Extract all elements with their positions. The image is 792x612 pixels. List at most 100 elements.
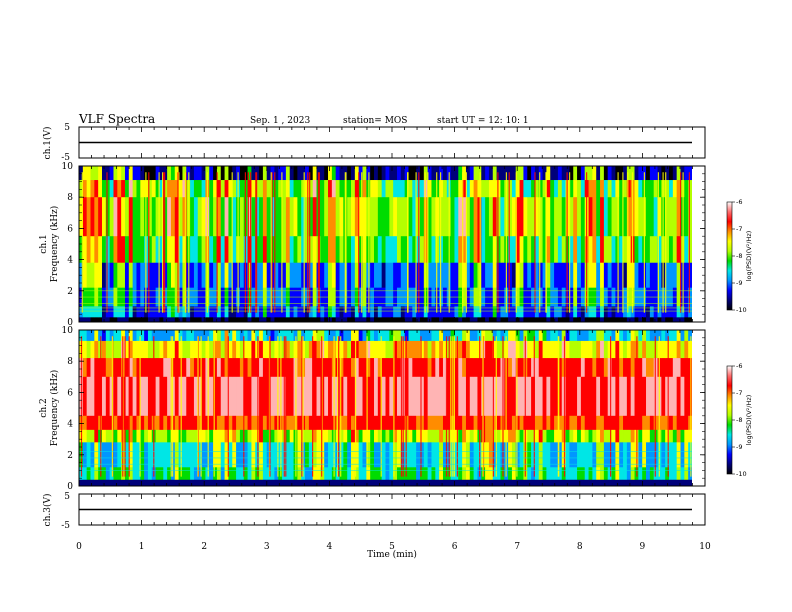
- spectrogram-cell: [669, 442, 674, 468]
- spectrogram-cell: [140, 479, 145, 486]
- spectrogram-cell: [232, 358, 237, 378]
- spectrogram-cell: [324, 330, 329, 342]
- spectrogram-cell: [531, 442, 536, 468]
- spectrogram-cell: [600, 358, 605, 378]
- spectrogram-cell: [201, 442, 206, 468]
- spectrogram-cell: [228, 317, 233, 322]
- spectrogram-cell: [458, 330, 463, 342]
- spectrogram-cell: [174, 429, 180, 443]
- spectrogram-cell: [607, 166, 612, 181]
- spectrogram-cell: [592, 429, 597, 443]
- spectrogram-cell: [573, 340, 578, 359]
- spectrogram-cell: [469, 330, 475, 342]
- spectrogram-cell: [213, 166, 218, 181]
- spectrogram-cell: [377, 236, 383, 264]
- ch3-waveform-ylabel: ch.3(V): [42, 494, 53, 527]
- spectrogram-cell: [358, 317, 363, 322]
- spectrogram-cell: [404, 236, 409, 264]
- spectrogram-cell: [351, 180, 356, 198]
- spectrogram-cell: [109, 467, 114, 481]
- spectrogram-cell: [339, 330, 344, 342]
- spectrogram-cell: [431, 479, 436, 486]
- spectrogram-cell: [328, 317, 333, 322]
- spectrogram-cell: [423, 479, 429, 486]
- spectrogram-cell: [672, 429, 678, 443]
- sferic-streak: [337, 336, 339, 477]
- spectrogram-cell: [128, 317, 134, 322]
- spectrogram-cell: [201, 340, 206, 359]
- spectrogram-cell: [561, 180, 566, 198]
- spectrogram-cell: [646, 429, 651, 443]
- spectrogram-cell: [427, 442, 432, 468]
- spectrogram-cell: [124, 236, 130, 264]
- sferic-streak: [162, 172, 164, 313]
- sferic-streak: [243, 336, 245, 477]
- spectrogram-cell: [496, 429, 501, 443]
- spectrogram-cell: [423, 415, 429, 431]
- sferic-streak: [100, 336, 102, 477]
- spectrogram-cell: [569, 180, 574, 198]
- spectrogram-cell: [174, 467, 180, 481]
- spectrogram-cell: [488, 180, 494, 198]
- spectrogram-cell: [408, 180, 413, 198]
- spectrogram-cell: [324, 180, 329, 198]
- sferic-streak: [492, 336, 494, 477]
- spectrogram-cell: [653, 166, 658, 181]
- spectrogram-cell: [542, 479, 547, 486]
- spectrogram-cell: [101, 197, 107, 237]
- spectrogram-cell: [419, 330, 425, 342]
- spectrogram-cell: [661, 429, 666, 443]
- spectrogram-cell: [554, 197, 559, 237]
- spectrogram-cell: [213, 197, 218, 237]
- spectrogram-cell: [324, 236, 329, 264]
- spectrogram-cell: [688, 317, 692, 322]
- spectrogram-cell: [554, 330, 559, 342]
- spectrogram-cell: [305, 467, 310, 481]
- spectrogram-cell: [370, 376, 375, 417]
- spectrogram-cell: [665, 358, 670, 378]
- spectrogram-cell: [393, 317, 398, 322]
- spectrogram-cell: [374, 442, 379, 468]
- spectrogram-cell: [243, 429, 248, 443]
- spectrogram-cell: [527, 415, 532, 431]
- spectrogram-cell: [488, 467, 494, 481]
- spectrogram-cell: [297, 358, 302, 378]
- spectrogram-cell: [305, 479, 310, 486]
- spectrogram-cell: [435, 376, 440, 417]
- spectrogram-cell: [389, 166, 394, 181]
- spectrogram-cell: [603, 340, 609, 359]
- spectrogram-cell: [596, 306, 601, 318]
- spectrogram-cell: [358, 467, 363, 481]
- spectrogram-cell: [492, 262, 497, 288]
- spectrogram-cell: [439, 340, 444, 359]
- spectrogram-cell: [550, 358, 555, 378]
- spectrogram-cell: [351, 429, 356, 443]
- spectrogram-cell: [274, 197, 279, 237]
- spectrogram-cell: [136, 358, 141, 378]
- ch1-ytick-bottom: -5: [61, 153, 70, 163]
- spectrogram-cell: [328, 479, 333, 486]
- spectrogram-cell: [385, 442, 390, 468]
- spectrogram-cell: [393, 479, 398, 486]
- spectrogram-cell: [128, 330, 134, 342]
- spectrogram-cell: [124, 262, 130, 288]
- sferic-streak: [344, 172, 346, 313]
- spectrogram-cell: [121, 180, 126, 198]
- spectrogram-cell: [354, 166, 360, 181]
- spectrogram-cell: [634, 330, 639, 342]
- spectrogram-cell: [492, 197, 497, 237]
- spectrogram-cell: [611, 429, 616, 443]
- spectrogram-cell: [289, 358, 294, 378]
- spectrogram-cell: [155, 442, 160, 468]
- sferic-streak: [139, 336, 141, 477]
- spectrogram-cell: [412, 306, 417, 318]
- spectrogram-cell: [469, 197, 475, 237]
- spectrogram-cell: [488, 197, 494, 237]
- spectrogram-cell: [550, 415, 555, 431]
- spectrogram-cell: [213, 467, 218, 481]
- spectrogram-cell: [569, 358, 574, 378]
- spectrogram-cell: [236, 376, 241, 417]
- spectrogram-cell: [274, 429, 279, 443]
- spectrogram-cell: [351, 330, 356, 342]
- sferic-streak: [405, 336, 407, 477]
